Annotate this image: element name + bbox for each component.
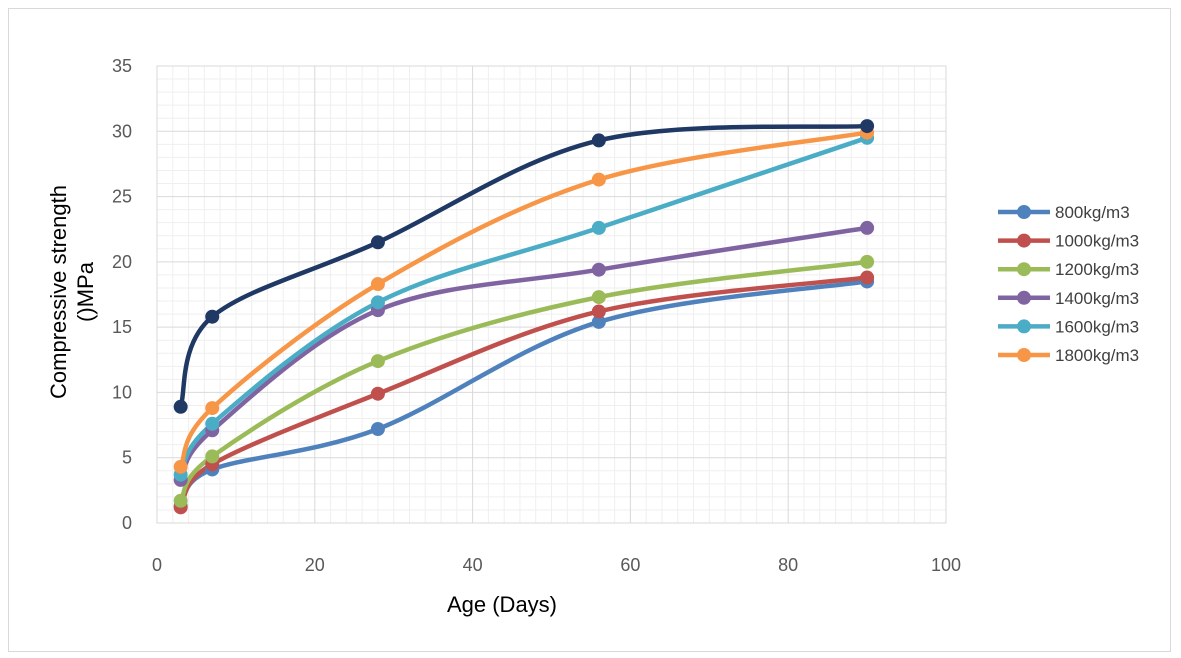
y-axis-ticks: 0 5 10 15 20 25 30 35	[112, 56, 132, 533]
chart-frame	[8, 8, 1171, 652]
legend-marker-5	[1017, 348, 1031, 362]
legend-label-3: 1400kg/m3	[1055, 289, 1139, 308]
data-point-series-2	[205, 449, 220, 464]
data-point-series-2	[591, 290, 606, 305]
y-tick-label: 35	[112, 56, 132, 76]
data-point-series-5	[205, 401, 220, 416]
x-tick-label: 40	[463, 555, 483, 575]
data-point-series-4	[205, 416, 220, 431]
data-point-series-5	[591, 172, 606, 187]
y-tick-label: 15	[112, 317, 132, 337]
x-tick-label: 80	[778, 555, 798, 575]
y-tick-label: 0	[122, 513, 132, 533]
data-point-series-4	[591, 220, 606, 235]
data-point-series-2	[860, 254, 875, 269]
legend-marker-2	[1017, 262, 1031, 277]
data-point-series-6	[591, 133, 606, 148]
y-tick-label: 20	[112, 252, 132, 272]
x-tick-label: 60	[620, 555, 640, 575]
data-point-series-2	[173, 493, 188, 508]
data-point-series-0	[591, 314, 606, 329]
x-tick-label: 0	[152, 555, 162, 575]
legend-marker-0	[1017, 205, 1031, 219]
plot-area-border	[156, 65, 947, 524]
minor-gridlines	[157, 66, 946, 523]
y-tick-label: 30	[112, 121, 132, 141]
x-tick-label: 20	[305, 555, 325, 575]
legend-marker-3	[1017, 290, 1031, 305]
x-tick-label: 100	[931, 555, 961, 575]
legend-marker-4	[1017, 319, 1031, 334]
y-tick-label: 5	[122, 448, 132, 468]
legend: 800kg/m3 1000kg/m3 1200kg/m3 1400kg/m3 1600k…	[998, 203, 1139, 365]
data-point-series-3	[860, 220, 875, 235]
data-point-series-6	[173, 399, 188, 414]
series-line-6	[178, 123, 870, 410]
data-point-series-0	[370, 421, 385, 436]
legend-label-4: 1600kg/m3	[1055, 317, 1139, 336]
data-point-series-6	[205, 309, 220, 324]
x-axis-title: Age (Days)	[447, 592, 557, 617]
data-point-series-3	[591, 262, 606, 277]
y-tick-label: 10	[112, 382, 132, 402]
series-points	[173, 119, 875, 515]
data-point-series-1	[370, 386, 385, 401]
data-point-series-1	[860, 270, 875, 285]
data-point-series-5	[370, 277, 385, 292]
data-point-series-6	[370, 235, 385, 250]
x-axis-ticks: 0 20 40 60 80 100	[152, 555, 961, 575]
legend-label-2: 1200kg/m3	[1055, 260, 1139, 279]
data-point-series-5	[173, 459, 188, 474]
data-point-series-2	[370, 354, 385, 369]
plot-area-rect	[156, 65, 947, 524]
y-axis-title-line1: Compressive strength	[46, 185, 71, 399]
y-axis-title-line2: ()MPa	[73, 261, 98, 322]
legend-label-5: 1800kg/m3	[1055, 346, 1139, 365]
data-point-series-4	[370, 295, 385, 310]
data-point-series-1	[591, 304, 606, 319]
y-tick-label: 25	[112, 187, 132, 207]
data-point-series-6	[860, 119, 875, 134]
legend-label-0: 800kg/m3	[1055, 203, 1130, 222]
legend-marker-1	[1017, 233, 1031, 248]
legend-label-1: 1000kg/m3	[1055, 232, 1139, 251]
